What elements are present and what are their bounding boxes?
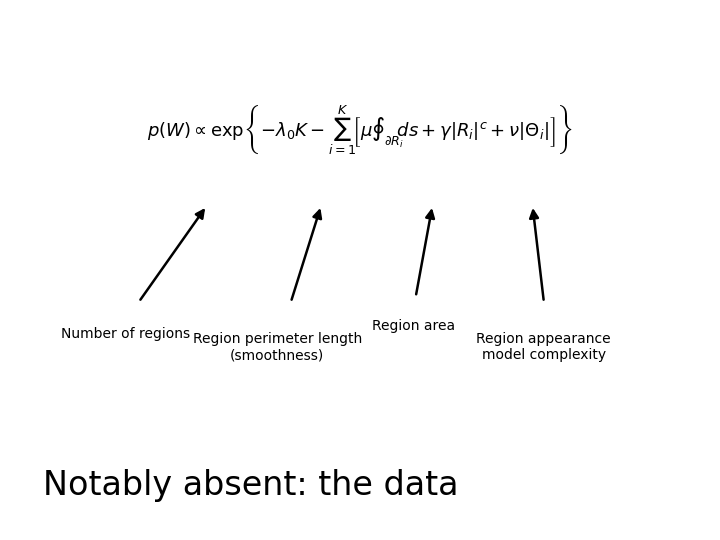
Text: Notably absent: the data: Notably absent: the data	[43, 469, 459, 503]
Text: Region appearance
model complexity: Region appearance model complexity	[477, 332, 611, 362]
Text: $p(W) \propto \exp\!\left\{-\lambda_0 K - \sum_{i=1}^{K}\!\left[\mu \oint_{\part: $p(W) \propto \exp\!\left\{-\lambda_0 K …	[147, 102, 573, 157]
Text: Number of regions: Number of regions	[61, 327, 191, 341]
Text: Region area: Region area	[372, 319, 456, 333]
Text: Region perimeter length
(smoothness): Region perimeter length (smoothness)	[192, 332, 362, 362]
